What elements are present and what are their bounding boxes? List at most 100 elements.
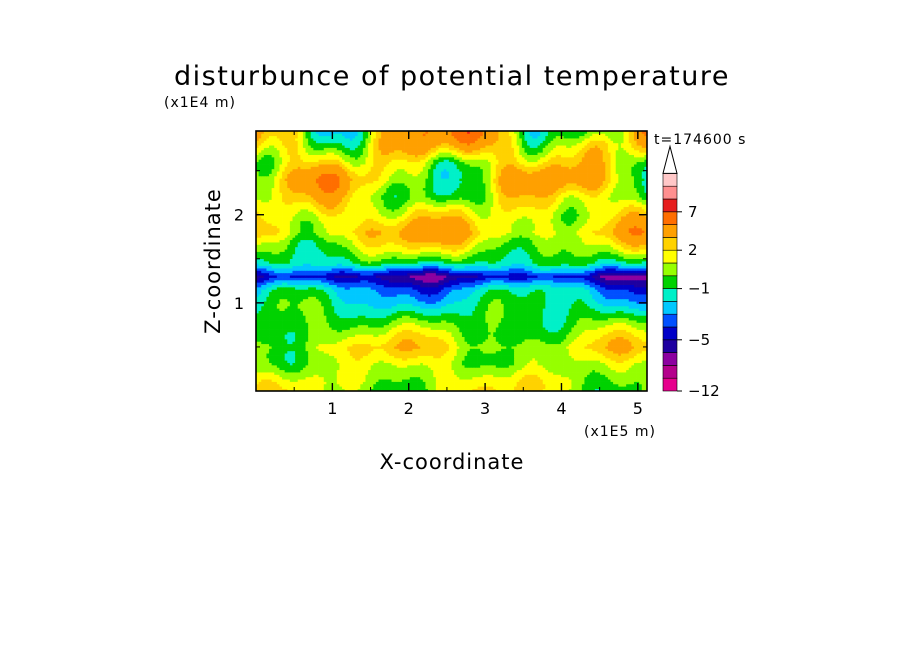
contour-cell xyxy=(271,317,275,321)
contour-cell xyxy=(511,365,515,368)
contour-cell xyxy=(349,383,353,387)
contour-cell xyxy=(581,331,585,335)
contour-cell xyxy=(295,376,299,380)
contour-cell xyxy=(454,324,458,328)
contour-cell xyxy=(375,360,379,363)
contour-cell xyxy=(276,355,280,359)
contour-cell xyxy=(362,355,366,359)
contour-cell xyxy=(516,329,520,333)
contour-cell xyxy=(271,322,275,326)
contour-cell xyxy=(441,339,445,342)
contour-cell xyxy=(302,331,306,335)
contour-cell xyxy=(391,386,395,389)
contour-cell xyxy=(472,348,476,352)
contour-cell xyxy=(631,315,635,319)
contour-cell xyxy=(334,367,338,371)
contour-cell xyxy=(328,386,332,389)
contour-cell xyxy=(347,310,351,314)
contour-cell xyxy=(292,355,296,359)
contour-cell xyxy=(558,322,562,326)
contour-cell xyxy=(256,336,259,340)
contour-cell xyxy=(412,350,416,354)
contour-cell xyxy=(600,324,604,328)
contour-cell xyxy=(313,327,317,330)
contour-cell xyxy=(357,334,361,337)
contour-cell xyxy=(490,362,494,366)
contour-cell xyxy=(425,365,429,368)
contour-cell xyxy=(485,362,489,366)
contour-cell xyxy=(289,388,293,391)
contour-cell xyxy=(639,336,643,340)
contour-cell xyxy=(269,357,272,361)
contour-cell xyxy=(602,350,606,354)
contour-cell xyxy=(269,355,272,359)
contour-cell xyxy=(639,320,643,323)
contour-cell xyxy=(263,343,267,347)
contour-cell xyxy=(289,362,293,366)
contour-cell xyxy=(409,336,413,340)
contour-cell xyxy=(602,365,606,368)
contour-cell xyxy=(633,388,637,391)
contour-cell xyxy=(514,317,518,321)
contour-cell xyxy=(623,367,627,371)
contour-cell xyxy=(501,313,504,316)
contour-cell xyxy=(318,310,322,314)
contour-cell xyxy=(355,379,359,382)
contour-cell xyxy=(584,313,588,316)
contour-cell xyxy=(435,353,439,356)
contour-cell xyxy=(308,374,312,378)
contour-cell xyxy=(451,336,455,340)
contour-cell xyxy=(563,350,567,354)
contour-cell xyxy=(433,353,437,356)
contour-cell xyxy=(276,376,280,380)
contour-cell xyxy=(310,317,314,321)
contour-cell xyxy=(514,341,518,345)
contour-cell xyxy=(594,383,598,387)
contour-cell xyxy=(409,313,413,316)
contour-cell xyxy=(540,386,544,389)
contour-cell xyxy=(375,388,379,391)
contour-cell xyxy=(261,346,265,349)
contour-cell xyxy=(469,388,473,391)
contour-cell xyxy=(417,334,421,337)
contour-cell xyxy=(391,334,395,337)
contour-cell xyxy=(547,379,551,382)
contour-cell xyxy=(318,348,322,352)
contour-cell xyxy=(263,365,267,368)
contour-cell xyxy=(456,329,460,333)
contour-cell xyxy=(297,313,301,316)
contour-cell xyxy=(610,350,614,354)
contour-cell xyxy=(313,341,317,345)
contour-cell xyxy=(519,339,523,342)
contour-cell xyxy=(521,369,525,373)
contour-cell xyxy=(328,341,332,345)
contour-cell xyxy=(347,336,351,340)
contour-cell xyxy=(412,343,416,347)
contour-cell xyxy=(563,320,567,323)
contour-cell xyxy=(425,360,429,363)
contour-cell xyxy=(339,386,343,389)
contour-cell xyxy=(271,334,275,337)
contour-cell xyxy=(282,372,286,375)
contour-cell xyxy=(467,322,471,326)
contour-cell xyxy=(274,324,278,328)
contour-cell xyxy=(472,331,476,335)
contour-cell xyxy=(448,334,452,337)
contour-cell xyxy=(349,334,353,337)
contour-cell xyxy=(615,379,619,382)
contour-cell xyxy=(349,360,353,363)
chart-title: disturbunce of potential temperature xyxy=(174,61,730,92)
contour-cell xyxy=(639,369,643,373)
contour-cell xyxy=(347,357,351,361)
contour-cell xyxy=(282,353,286,356)
contour-cell xyxy=(292,381,296,385)
contour-cell xyxy=(506,336,510,340)
contour-cell xyxy=(378,369,382,373)
contour-cell xyxy=(310,381,314,385)
contour-cell xyxy=(605,350,609,354)
contour-cell xyxy=(613,315,617,319)
contour-cell xyxy=(446,386,450,389)
contour-cell xyxy=(644,376,647,380)
contour-cell xyxy=(607,379,611,382)
contour-cell xyxy=(302,313,306,316)
